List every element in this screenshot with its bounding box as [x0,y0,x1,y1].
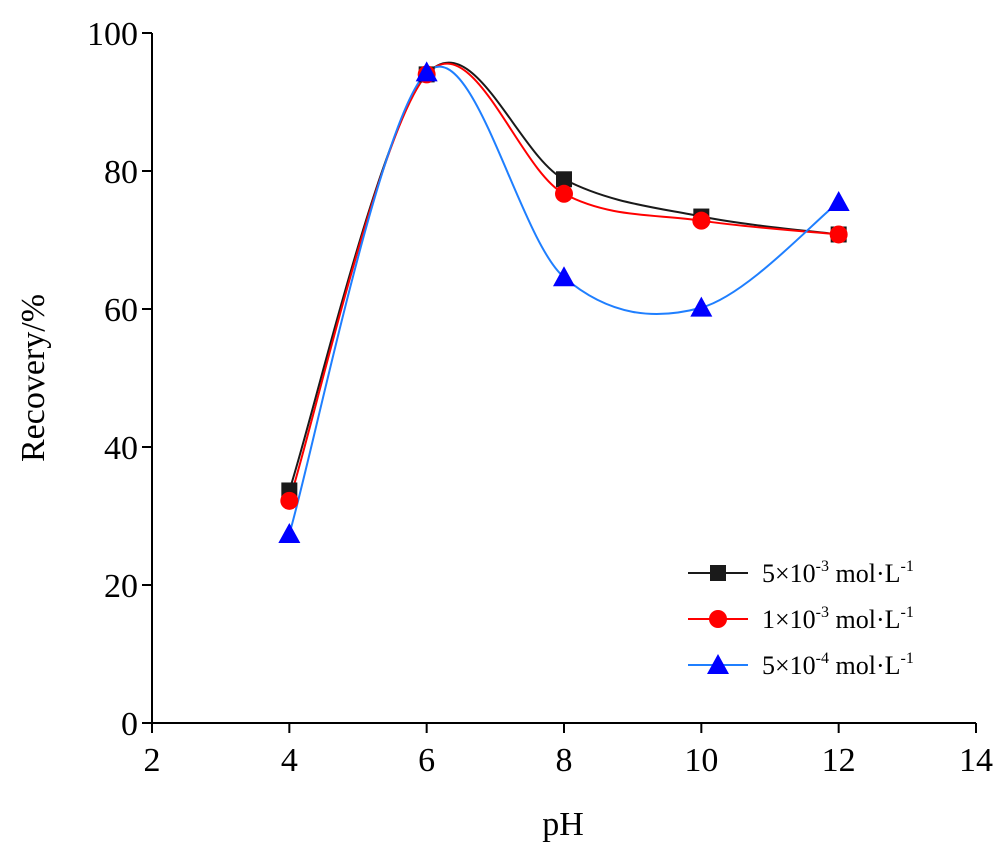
y-tick-label: 100 [87,16,138,53]
series-markers [278,61,850,543]
x-tick-label: 6 [418,742,435,779]
y-tick-label: 20 [104,568,138,605]
series-3-point [415,61,438,82]
x-tick-label: 4 [281,742,298,779]
series-curves [288,61,840,535]
series-3-point [690,296,713,317]
series-3-point [827,191,850,212]
series-2-point [692,211,711,230]
series-3-point [553,266,575,287]
legend-2-label: 1×10-3 mol·L-1 [762,604,914,634]
legend-1-label: 5×10-3 mol·L-1 [762,558,914,588]
series-1-line [288,61,839,491]
series-2-point [280,491,299,510]
legend-3-label: 5×10-4 mol·L-1 [762,650,914,680]
series-1-point [556,171,572,188]
series-2-point [555,184,573,203]
series-3-line [288,65,840,535]
x-tick-label: 12 [822,742,856,779]
x-axis-title: pH [542,806,584,843]
y-tick-label: 80 [104,154,138,191]
y-tick-label: 0 [121,706,138,743]
legend: 5×10-3 mol·L-1 1×10-3 mol·L-1 5×10-4 mol·L… [688,558,914,680]
y-tick-label: 40 [104,430,138,467]
y-tick-label: 60 [104,292,138,329]
series-3-point [278,522,301,543]
ticks: 0 20 40 60 80 100 2 4 6 8 10 12 14 [87,16,993,779]
x-tick-label: 10 [684,742,718,779]
series-2-line [288,62,839,502]
legend-1-marker [710,565,726,581]
x-tick-label: 14 [959,742,993,779]
x-tick-label: 2 [144,742,161,779]
legend-3-marker [707,654,729,674]
series-2-point [829,225,848,244]
y-axis-title: Recovery/% [15,294,52,462]
x-tick-label: 8 [556,742,573,779]
legend-2-marker [709,610,727,628]
